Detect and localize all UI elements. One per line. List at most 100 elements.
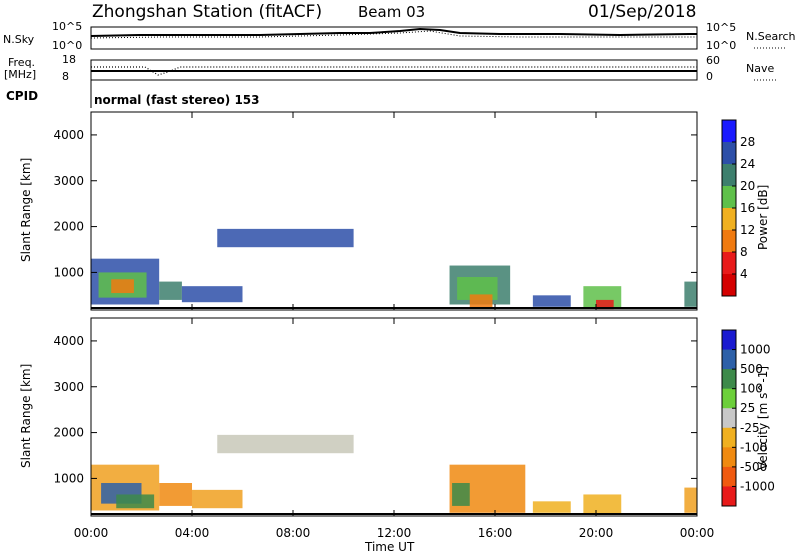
velocity-echo-region xyxy=(217,434,354,454)
nsky-tick-low: 10^0 xyxy=(52,39,82,52)
velocity-colorbar-swatch xyxy=(722,349,736,370)
power-panel: 1000 2000 3000 4000 Slant Range [km] 4 8 12 16… xyxy=(19,111,770,311)
beam-label: Beam 03 xyxy=(358,3,425,21)
station-title: Zhongshan Station (fitACF) xyxy=(92,2,322,22)
velocity-colorbar-tick-label: -500 xyxy=(740,460,767,474)
velocity-colorbar-tick-label: -100 xyxy=(740,440,767,454)
power-colorbar-tick-label: 16 xyxy=(740,201,755,215)
power-colorbar-swatch xyxy=(722,186,736,209)
power-ytick-label: 2000 xyxy=(53,220,84,234)
time-xtick-label: 16:00 xyxy=(478,526,513,540)
velocity-echo-region xyxy=(159,483,192,506)
time-x-axis: 00:00 04:00 08:00 12:00 16:00 20:00 00:00 xyxy=(74,112,715,540)
power-ytick-label: 4000 xyxy=(53,128,84,142)
velocity-colorbar-tick-label: -1000 xyxy=(740,479,775,493)
freq-label: Freq. xyxy=(8,56,35,69)
power-colorbar: 4 8 12 16 20 24 28 xyxy=(721,119,755,297)
power-colorbar-tick-label: 8 xyxy=(740,245,748,259)
velocity-colorbar-swatch xyxy=(722,330,736,351)
power-colorbar-swatch xyxy=(722,208,736,231)
date-label: 01/Sep/2018 xyxy=(588,2,696,22)
power-ylabel: Slant Range [km] xyxy=(19,158,33,262)
velocity-y-axis: 1000 2000 3000 4000 xyxy=(53,334,697,485)
power-data-layer xyxy=(91,228,697,310)
nsearch-trace xyxy=(90,30,697,39)
power-echo-region xyxy=(217,228,354,248)
velocity-echo-region xyxy=(116,494,155,509)
nsky-trace xyxy=(90,27,697,37)
nsky-panel: N.Sky 10^5 10^0 10^5 10^0 N.Search xyxy=(3,20,796,52)
power-echo-region xyxy=(111,279,134,294)
time-xtick-label: 00:00 xyxy=(680,526,715,540)
power-echo-region xyxy=(532,295,571,307)
freq-tick-low: 8 xyxy=(62,70,69,83)
nsearch-tick-high: 10^5 xyxy=(706,21,736,34)
velocity-colorbar-swatch xyxy=(722,427,736,448)
velocity-colorbar-swatch xyxy=(722,486,736,507)
velocity-ytick-label: 2000 xyxy=(53,426,84,440)
power-colorbar-label: Power [dB] xyxy=(756,185,770,250)
cpid-text: normal (fast stereo) 153 xyxy=(94,93,260,107)
velocity-colorbar-tick-label: 1000 xyxy=(740,343,771,357)
velocity-colorbar-swatch xyxy=(722,408,736,429)
velocity-colorbar-tick-label: 100 xyxy=(740,382,763,396)
velocity-ytick-label: 1000 xyxy=(53,471,84,485)
time-xtick-label: 20:00 xyxy=(579,526,614,540)
power-colorbar-swatch xyxy=(722,252,736,275)
nsearch-tick-low: 10^0 xyxy=(706,39,736,52)
power-colorbar-tick-label: 20 xyxy=(740,179,755,193)
velocity-colorbar-label: Velocity [m s^-1] xyxy=(756,366,770,470)
nave-trace xyxy=(91,66,697,76)
time-xtick-label: 04:00 xyxy=(175,526,210,540)
velocity-ytick-label: 3000 xyxy=(53,380,84,394)
power-colorbar-swatch xyxy=(722,274,736,297)
velocity-echo-region xyxy=(532,501,571,513)
freq-unit: [MHz] xyxy=(4,68,36,81)
power-echo-region xyxy=(596,299,614,310)
nave-tick-low: 0 xyxy=(706,70,713,83)
velocity-ytick-label: 4000 xyxy=(53,334,84,348)
power-echo-region xyxy=(159,281,182,300)
power-colorbar-swatch xyxy=(722,230,736,253)
power-echo-region xyxy=(684,281,697,307)
nsearch-label: N.Search xyxy=(746,30,796,43)
velocity-colorbar-swatch xyxy=(722,466,736,487)
power-echo-region xyxy=(181,286,243,303)
velocity-colorbar-tick-label: 25 xyxy=(740,401,755,415)
nsky-label: N.Sky xyxy=(3,33,35,46)
power-colorbar-tick-label: 24 xyxy=(740,157,755,171)
power-colorbar-swatch xyxy=(722,142,736,165)
freq-tick-high: 18 xyxy=(62,53,76,66)
velocity-colorbar-tick-label: 500 xyxy=(740,362,763,376)
time-xtick-label: 12:00 xyxy=(377,526,412,540)
velocity-data-layer xyxy=(91,434,697,515)
velocity-colorbar-swatch xyxy=(722,388,736,409)
velocity-colorbar-frame xyxy=(721,329,737,507)
velocity-ylabel: Slant Range [km] xyxy=(19,364,33,468)
power-colorbar-tick-label: 12 xyxy=(740,223,755,237)
time-xtick-label: 00:00 xyxy=(74,526,109,540)
time-xlabel: Time UT xyxy=(364,540,415,554)
nsky-tick-high: 10^5 xyxy=(52,20,82,33)
velocity-echo-region xyxy=(583,494,622,514)
time-xtick-label: 08:00 xyxy=(276,526,311,540)
power-colorbar-tick-label: 4 xyxy=(740,267,748,281)
velocity-echo-region xyxy=(684,487,697,513)
velocity-colorbar-swatch xyxy=(722,369,736,390)
velocity-panel: 1000 2000 3000 4000 Slant Range [km] 1000 50… xyxy=(19,112,775,554)
power-colorbar-swatch xyxy=(722,164,736,187)
power-echo-region xyxy=(469,294,493,308)
power-echo-region xyxy=(457,277,498,300)
nave-label: Nave xyxy=(746,62,774,75)
nave-tick-high: 60 xyxy=(706,54,720,67)
power-colorbar-swatch xyxy=(722,120,736,143)
velocity-colorbar: 1000 500 100 25 -25 -100 -500 -1000 xyxy=(721,329,775,507)
cpid-label: CPID xyxy=(6,89,38,103)
freq-panel: Freq. [MHz] 18 8 60 0 Nave xyxy=(4,53,778,83)
power-ytick-label: 1000 xyxy=(53,265,84,279)
velocity-colorbar-tick-label: -25 xyxy=(740,421,760,435)
velocity-colorbar-swatch xyxy=(722,447,736,468)
velocity-echo-region xyxy=(192,489,243,509)
power-ytick-label: 3000 xyxy=(53,174,84,188)
